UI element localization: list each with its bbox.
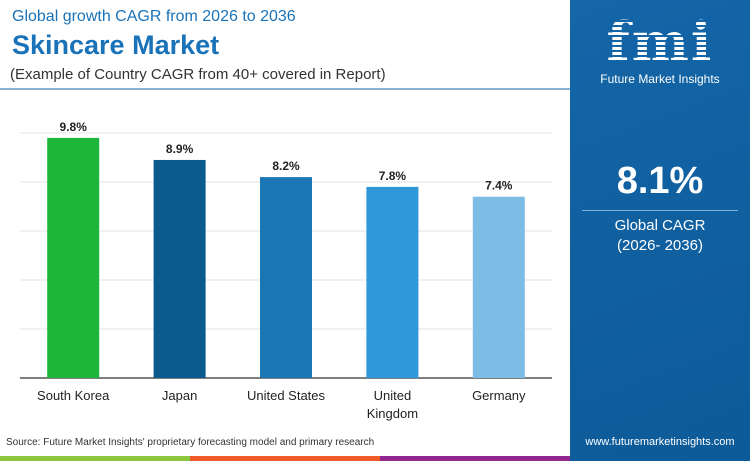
x-tick-label: Germany bbox=[472, 388, 526, 403]
bar bbox=[47, 137, 100, 378]
x-tick-label: Kingdom bbox=[367, 406, 418, 421]
bar bbox=[366, 186, 419, 378]
bar-chart: 9.8% South Korea 8.9% Japan 8.2% United State… bbox=[20, 120, 552, 421]
footer-strip-orange bbox=[190, 456, 380, 461]
fmi-logo: fmi Future Market Insights bbox=[595, 12, 725, 86]
chart-subtitle: Global growth CAGR from 2026 to 2036 bbox=[12, 8, 296, 25]
x-tick-label: United States bbox=[247, 388, 326, 403]
panel-divider bbox=[582, 210, 738, 211]
data-label: 9.8% bbox=[60, 120, 88, 134]
chart-title: Skincare Market bbox=[12, 30, 220, 60]
bar bbox=[260, 177, 312, 378]
x-tick-label: South Korea bbox=[37, 388, 110, 403]
data-label: 8.9% bbox=[166, 142, 194, 156]
data-label: 7.4% bbox=[485, 179, 513, 193]
data-label: 7.8% bbox=[379, 169, 407, 183]
data-label: 8.2% bbox=[272, 159, 300, 173]
source-note: Source: Future Market Insights' propriet… bbox=[6, 437, 375, 448]
logo-caption: Future Market Insights bbox=[600, 72, 720, 86]
global-cagr-value: 8.1% bbox=[616, 160, 704, 202]
x-tick-label: United bbox=[374, 388, 412, 403]
website-link[interactable]: www.futuremarketinsights.com bbox=[585, 436, 735, 448]
bar bbox=[472, 196, 525, 378]
chart-note: (Example of Country CAGR from 40+ covere… bbox=[10, 66, 386, 83]
global-cagr-label: Global CAGR bbox=[614, 217, 706, 234]
footer-strip-green bbox=[0, 456, 190, 461]
logo-mark: fmi bbox=[595, 12, 725, 72]
global-cagr-period: (2026- 2036) bbox=[617, 237, 703, 254]
header-divider bbox=[0, 88, 570, 90]
bar bbox=[153, 159, 206, 378]
footer-strip-purple bbox=[380, 456, 570, 461]
x-tick-label: Japan bbox=[162, 388, 197, 403]
side-panel bbox=[570, 0, 750, 461]
